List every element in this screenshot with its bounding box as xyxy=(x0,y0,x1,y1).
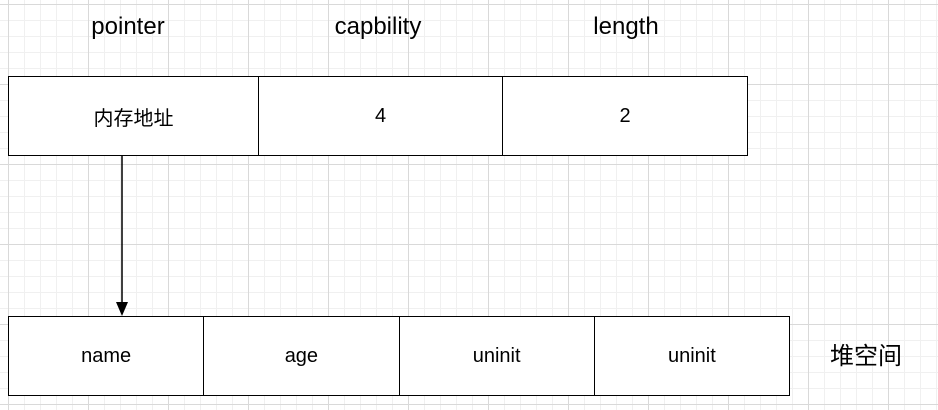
heap-memory-block: name age uninit uninit xyxy=(8,316,790,396)
heap-cell: name xyxy=(81,344,132,367)
heap-cell: uninit xyxy=(398,317,594,395)
length-cell: 2 xyxy=(502,77,747,155)
heap-cell: age xyxy=(203,317,398,395)
pointer-header: pointer xyxy=(91,13,165,40)
pointer-arrow-head xyxy=(116,302,128,316)
capacity-header: capbility xyxy=(334,13,422,40)
capacity-cell: 4 xyxy=(258,77,502,155)
pointer-cell: 内存地址 xyxy=(93,107,174,130)
length-header: length xyxy=(593,13,659,40)
slice-header-struct: 内存地址 4 2 xyxy=(8,76,748,156)
heap-space-label: 堆空间 xyxy=(830,343,902,370)
heap-cell: uninit xyxy=(593,317,789,395)
